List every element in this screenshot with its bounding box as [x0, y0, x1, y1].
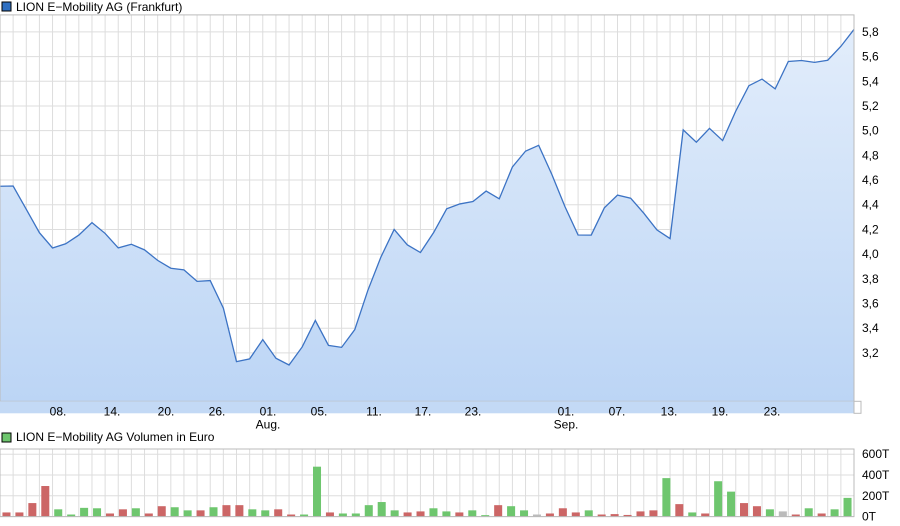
svg-text:3,4: 3,4	[862, 321, 879, 335]
svg-text:5,6: 5,6	[862, 50, 879, 64]
svg-text:Sep.: Sep.	[554, 417, 579, 431]
svg-text:3,2: 3,2	[862, 346, 879, 360]
svg-text:3,6: 3,6	[862, 297, 879, 311]
svg-text:19.: 19.	[712, 404, 729, 418]
svg-text:LION E−Mobility AG (Frankfurt): LION E−Mobility AG (Frankfurt)	[16, 0, 182, 14]
svg-text:11.: 11.	[366, 404, 382, 418]
svg-text:600T: 600T	[862, 447, 890, 461]
svg-text:23.: 23.	[764, 404, 781, 418]
svg-text:LION E−Mobility AG Volumen in: LION E−Mobility AG Volumen in Euro	[16, 430, 215, 444]
svg-text:400T: 400T	[862, 468, 890, 482]
svg-text:13.: 13.	[661, 404, 678, 418]
svg-text:01.: 01.	[558, 404, 575, 418]
svg-text:05.: 05.	[311, 404, 328, 418]
svg-text:5,4: 5,4	[862, 74, 879, 88]
svg-text:4,8: 4,8	[862, 148, 879, 162]
svg-text:4,0: 4,0	[862, 247, 879, 261]
svg-text:07.: 07.	[609, 404, 626, 418]
svg-text:26.: 26.	[209, 404, 226, 418]
svg-text:Aug.: Aug.	[256, 417, 281, 431]
svg-text:200T: 200T	[862, 489, 890, 503]
svg-text:17.: 17.	[415, 404, 432, 418]
svg-text:4,4: 4,4	[862, 198, 879, 212]
svg-text:5,8: 5,8	[862, 25, 879, 39]
svg-text:14.: 14.	[104, 404, 121, 418]
svg-text:4,6: 4,6	[862, 173, 879, 187]
svg-text:5,0: 5,0	[862, 124, 879, 138]
svg-text:4,2: 4,2	[862, 222, 879, 236]
svg-text:23.: 23.	[465, 404, 482, 418]
svg-text:08.: 08.	[50, 404, 67, 418]
svg-text:20.: 20.	[158, 404, 175, 418]
svg-text:0T: 0T	[862, 510, 877, 524]
svg-text:01.: 01.	[260, 404, 277, 418]
svg-text:5,2: 5,2	[862, 99, 879, 113]
svg-text:3,8: 3,8	[862, 272, 879, 286]
